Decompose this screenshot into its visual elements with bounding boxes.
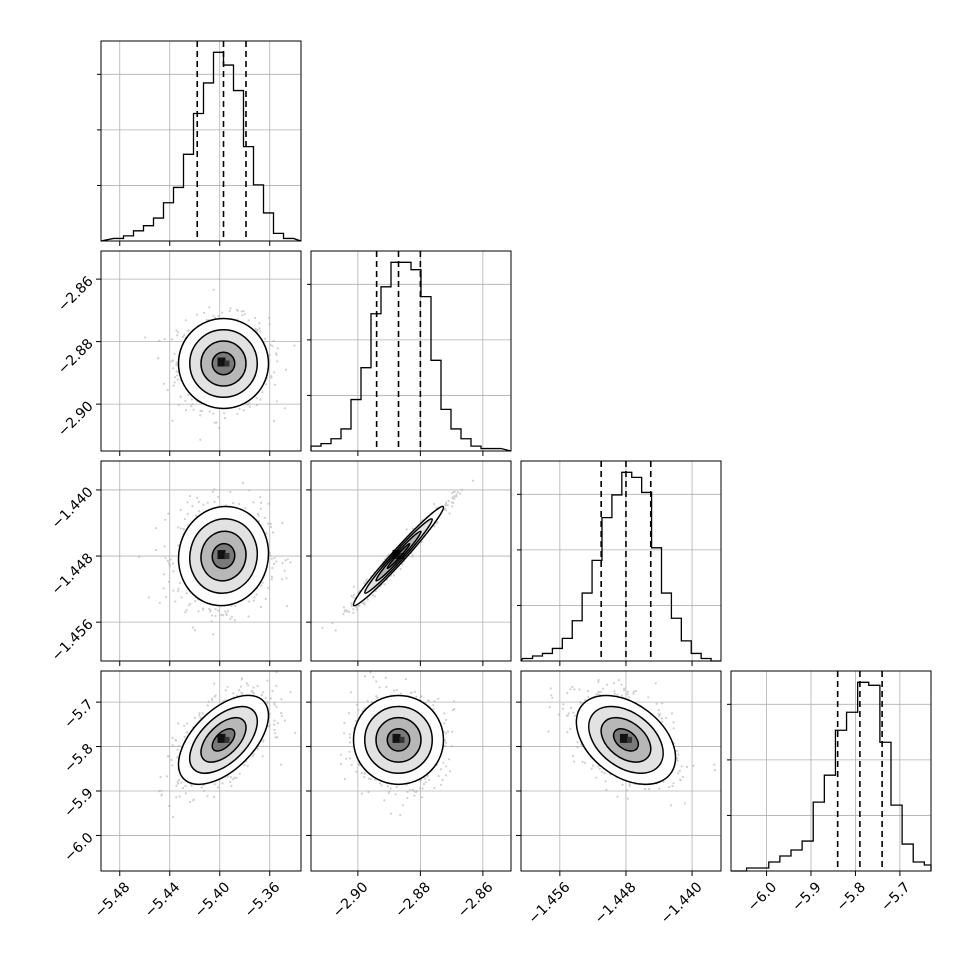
x-tick-label-1: −2.86	[455, 879, 497, 921]
contour-line	[188, 705, 258, 774]
contour-line	[386, 542, 411, 570]
density-peak	[399, 736, 405, 743]
contour-line	[189, 518, 259, 594]
histogram-step	[520, 471, 721, 662]
contour-line	[211, 542, 236, 570]
x-tick-label-2: −1.456	[526, 879, 574, 927]
scatter-frame	[100, 250, 302, 452]
density-peak	[224, 553, 230, 560]
y-tick-label-1: −2.88	[55, 336, 97, 378]
x-tick-label-0: −5.36	[242, 879, 284, 921]
density-peak	[626, 736, 632, 743]
histogram-panel-3	[727, 671, 932, 872]
contour-line	[600, 716, 652, 763]
histogram-frame	[730, 670, 932, 872]
scatter-frame	[520, 670, 722, 872]
scatter-frame	[310, 460, 512, 662]
y-tick-label-2: −1.448	[49, 550, 97, 598]
contour-line	[177, 694, 270, 786]
density-peak	[392, 733, 401, 743]
histogram-panel-0	[97, 41, 302, 242]
contour-line	[200, 340, 247, 387]
histogram-step	[731, 681, 932, 872]
contour-line	[189, 329, 258, 398]
histogram-step	[310, 261, 512, 452]
contour-line	[200, 530, 247, 582]
contour-line	[200, 716, 247, 763]
contour-line	[375, 716, 422, 763]
contour-line	[612, 728, 640, 752]
x-tick-label-0: −5.48	[92, 879, 134, 921]
contour-line	[363, 518, 433, 594]
y-tick-label-1: −2.90	[55, 398, 97, 440]
histogram-frame	[100, 40, 302, 242]
density-peak	[224, 736, 230, 743]
density-peak	[224, 360, 230, 367]
density-peak	[217, 357, 226, 367]
scatter-panel-1-2	[311, 461, 511, 661]
contour-line	[588, 705, 664, 774]
scatter-panel-0-2	[101, 461, 301, 661]
x-tick-label-2: −1.448	[592, 879, 640, 927]
density-peak	[217, 550, 226, 560]
scatter-frame	[100, 670, 302, 872]
contour-line	[352, 505, 445, 607]
y-tick-label-3: −6.0	[61, 830, 96, 865]
scatter-panel-0-3	[101, 671, 301, 871]
contour-line	[386, 728, 411, 752]
y-tick-label-1: −2.86	[55, 273, 97, 315]
y-tick-label-2: −1.440	[49, 484, 97, 532]
density-peak	[217, 733, 226, 743]
contour-line	[177, 505, 270, 607]
y-tick-label-2: −1.456	[49, 616, 97, 664]
histogram-frame	[520, 460, 722, 662]
scatter-panel-0-1	[101, 251, 301, 451]
contour-line	[364, 705, 433, 774]
scatter-panel-2-3	[521, 671, 721, 871]
contour-line	[211, 728, 236, 752]
x-tick-label-1: −2.90	[330, 879, 372, 921]
histogram-step	[100, 51, 302, 242]
x-tick-label-1: −2.88	[392, 879, 434, 921]
scatter-panel-1-3	[311, 671, 511, 871]
x-tick-label-2: −1.440	[658, 879, 706, 927]
density-peak	[619, 733, 628, 743]
contour-line	[352, 694, 445, 786]
contour-line	[211, 351, 236, 376]
y-tick-label-3: −5.7	[61, 696, 96, 731]
contour-line	[375, 530, 422, 582]
scatter-frame	[310, 670, 512, 872]
histogram-frame	[310, 250, 512, 452]
density-peak	[392, 550, 401, 560]
histogram-panel-1	[307, 251, 512, 452]
x-tick-label-0: −5.44	[142, 879, 184, 921]
y-tick-label-3: −5.8	[61, 741, 96, 776]
x-tick-label-3: −5.9	[789, 879, 824, 914]
y-tick-label-3: −5.9	[61, 785, 96, 820]
x-tick-label-3: −5.8	[834, 879, 869, 914]
contour-line	[177, 317, 270, 410]
x-tick-label-3: −5.7	[878, 879, 913, 914]
contour-line	[575, 694, 677, 786]
x-tick-label-0: −5.40	[192, 879, 234, 921]
histogram-panel-2	[517, 461, 721, 662]
scatter-frame	[100, 460, 302, 662]
x-tick-label-3: −6.0	[745, 879, 780, 914]
